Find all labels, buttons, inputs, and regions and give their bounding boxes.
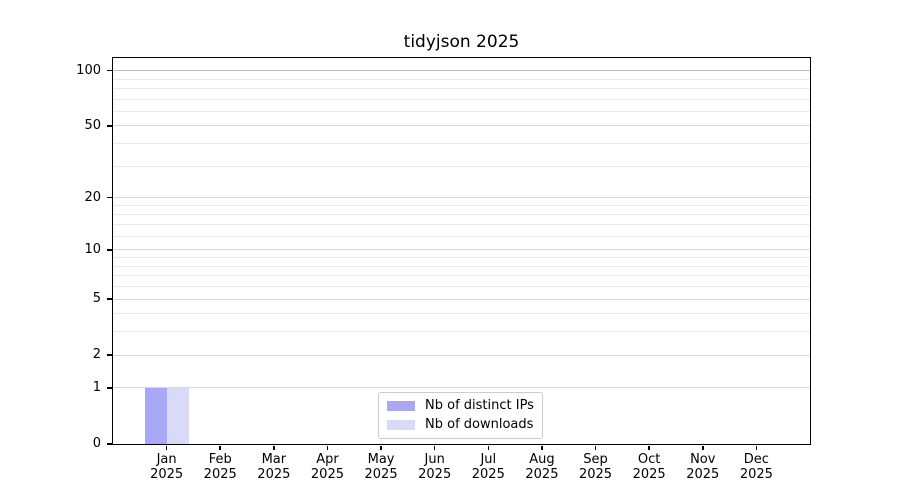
x-axis-tick-label: Mar 2025 (242, 452, 306, 482)
month-label: Oct (637, 452, 661, 467)
x-axis-tick (648, 445, 650, 450)
legend-label-distinct-ips: Nb of distinct IPs (425, 398, 534, 413)
year-label: 2025 (364, 467, 398, 482)
x-axis-tick (433, 445, 436, 450)
y-axis-tick-label: 2 (92, 347, 101, 363)
major-gridline (113, 249, 810, 251)
y-axis-tick (106, 69, 112, 72)
minor-gridline (113, 110, 810, 112)
minor-gridline (113, 98, 810, 100)
minor-gridline (113, 165, 810, 167)
y-axis-tick (106, 298, 112, 300)
legend-item-distinct-ips: Nb of distinct IPs (387, 399, 542, 413)
plot-area: 0 1 2 5 10 20 50 100 Jan 2025 Feb 2025 Mar 2025 Apr 202… (76, 58, 810, 482)
bar-nb-of-downloads-jan (166, 387, 189, 444)
month-label: Jul (480, 452, 497, 467)
x-axis-tick (326, 445, 329, 450)
month-label: Jan (156, 452, 177, 467)
x-axis-tick-label: Jun 2025 (403, 452, 467, 482)
major-gridline (113, 70, 810, 72)
year-label: 2025 (418, 467, 452, 482)
bar-nb-of-distinct-ips-jan (144, 387, 167, 444)
x-axis-tick-label: Feb 2025 (188, 452, 252, 482)
x-axis-tick (541, 445, 543, 450)
legend-label-downloads: Nb of downloads (425, 417, 534, 432)
legend: Nb of distinct IPs Nb of downloads (378, 392, 543, 439)
minor-gridline (113, 257, 810, 259)
x-axis-tick (219, 445, 221, 450)
y-axis-tick (106, 125, 112, 127)
major-gridline (113, 387, 810, 389)
x-axis-tick-label: Nov 2025 (671, 452, 735, 482)
x-axis-tick (380, 445, 382, 450)
year-label: 2025 (310, 467, 344, 482)
major-gridline (113, 197, 810, 199)
month-label: Nov (690, 452, 716, 467)
y-axis-tick (106, 443, 112, 445)
legend-item-downloads: Nb of downloads (387, 418, 542, 432)
x-axis-tick (165, 445, 168, 450)
x-axis-tick (273, 445, 275, 450)
x-axis-tick (755, 445, 758, 450)
y-axis-tick (106, 249, 112, 251)
minor-gridline (113, 143, 810, 145)
y-axis-tick (106, 196, 112, 199)
month-label: Feb (208, 452, 232, 467)
x-axis-tick-label: Jan 2025 (135, 452, 199, 482)
minor-gridline (113, 205, 810, 207)
month-label: Dec (743, 452, 769, 467)
y-axis-tick-label: 1 (92, 379, 101, 395)
minor-gridline (113, 275, 810, 277)
month-label: Sep (583, 452, 608, 467)
major-gridline (113, 125, 810, 127)
minor-gridline (113, 265, 810, 267)
year-label: 2025 (632, 467, 666, 482)
x-axis-tick-label: May 2025 (349, 452, 413, 482)
major-gridline (113, 298, 810, 300)
minor-gridline (113, 313, 810, 315)
minor-gridline (113, 224, 810, 226)
year-label: 2025 (578, 467, 613, 482)
year-label: 2025 (525, 467, 559, 482)
minor-gridline (113, 286, 810, 288)
x-axis-tick-label: Sep 2025 (564, 452, 628, 482)
x-axis-tick-label: Apr 2025 (295, 452, 359, 482)
chart-title: tidyjson 2025 (403, 32, 520, 52)
month-label: May (367, 452, 395, 467)
x-axis-tick-label: Aug 2025 (510, 452, 574, 482)
month-label: Jun (424, 452, 445, 467)
legend-swatch-distinct-ips (387, 401, 415, 411)
x-axis-tick (702, 445, 704, 450)
minor-gridline (113, 331, 810, 333)
minor-gridline (113, 214, 810, 216)
x-axis-tick (594, 445, 597, 450)
minor-gridline (113, 78, 810, 80)
y-axis-tick-label: 0 (92, 436, 101, 451)
year-label: 2025 (150, 467, 184, 482)
legend-swatch-downloads (387, 420, 415, 430)
y-axis-tick (106, 387, 112, 389)
x-axis-tick-label: Dec 2025 (724, 452, 788, 482)
y-axis-tick-label: 10 (84, 241, 101, 257)
year-label: 2025 (471, 467, 505, 482)
y-axis-tick-label: 5 (92, 291, 101, 307)
month-label: Apr (316, 452, 339, 467)
minor-gridline (113, 235, 810, 237)
x-axis-tick-label: Jul 2025 (456, 452, 520, 482)
x-axis-tick-label: Oct 2025 (617, 452, 681, 482)
x-axis-tick (487, 445, 490, 450)
major-gridline (113, 354, 810, 356)
month-label: Aug (529, 452, 555, 467)
y-axis-tick (106, 354, 112, 356)
year-label: 2025 (203, 467, 237, 482)
y-axis-tick-label: 100 (76, 62, 101, 78)
year-label: 2025 (739, 467, 773, 482)
minor-gridline (113, 87, 810, 89)
year-label: 2025 (686, 467, 720, 482)
month-label: Mar (261, 452, 287, 467)
year-label: 2025 (257, 467, 291, 482)
y-axis-tick-label: 20 (84, 189, 101, 205)
y-axis-tick-label: 50 (84, 117, 101, 133)
